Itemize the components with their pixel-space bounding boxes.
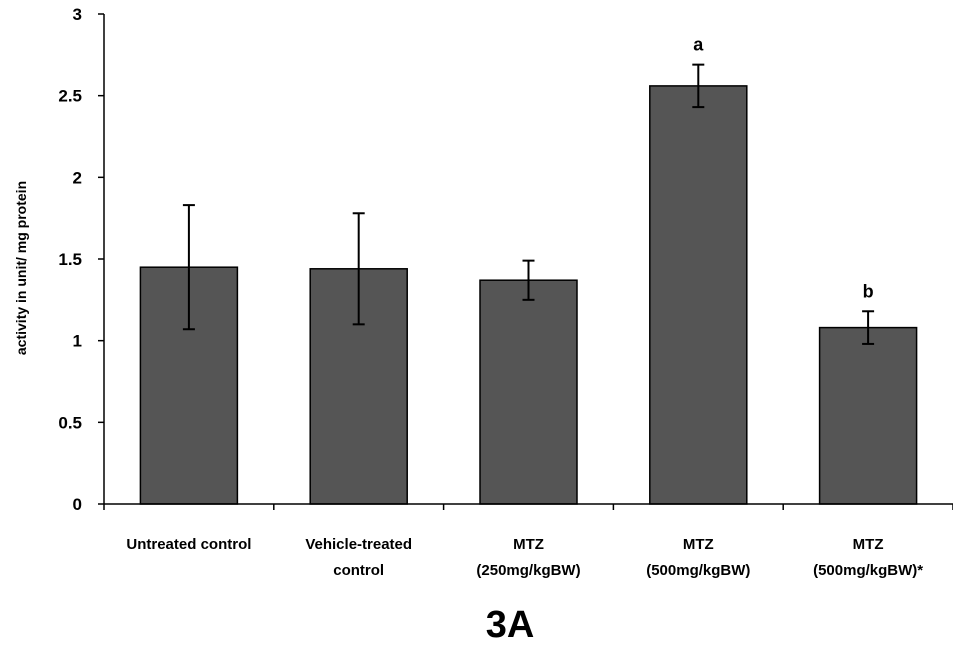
labels-layer: Untreated control Vehicle-treated control M… xyxy=(58,5,923,579)
y-tick-label: 2.5 xyxy=(58,87,82,106)
x-tick-label: (250mg/kgBW) xyxy=(476,562,580,579)
y-tick-label: 3 xyxy=(73,5,82,24)
y-tick-label: 2 xyxy=(73,168,82,187)
x-tick-label: MTZ xyxy=(513,536,544,553)
x-tick-label: (500mg/kgBW)* xyxy=(813,562,923,579)
significance-label: a xyxy=(693,35,704,55)
significance-label: b xyxy=(863,281,874,301)
x-tick-label: Untreated control xyxy=(126,536,251,553)
axes-layer xyxy=(98,13,953,510)
x-tick-label: (500mg/kgBW) xyxy=(646,562,750,579)
x-tick-label: MTZ xyxy=(853,536,884,553)
bar xyxy=(818,326,918,505)
y-tick-label: 1.5 xyxy=(58,250,82,269)
y-tick-label: 0.5 xyxy=(58,413,82,432)
bar xyxy=(649,85,748,505)
figure-caption: 3A xyxy=(486,604,535,646)
y-tick-label: 1 xyxy=(73,332,82,351)
x-tick-label: MTZ xyxy=(683,536,714,553)
x-tick-label: Vehicle-treated xyxy=(305,536,412,553)
bar xyxy=(479,279,578,505)
y-tick-label: 0 xyxy=(73,495,82,514)
x-tick-label: control xyxy=(333,562,384,579)
y-axis-title: activity in unit/ mg protein xyxy=(13,181,29,355)
error-bars-layer xyxy=(182,63,875,345)
